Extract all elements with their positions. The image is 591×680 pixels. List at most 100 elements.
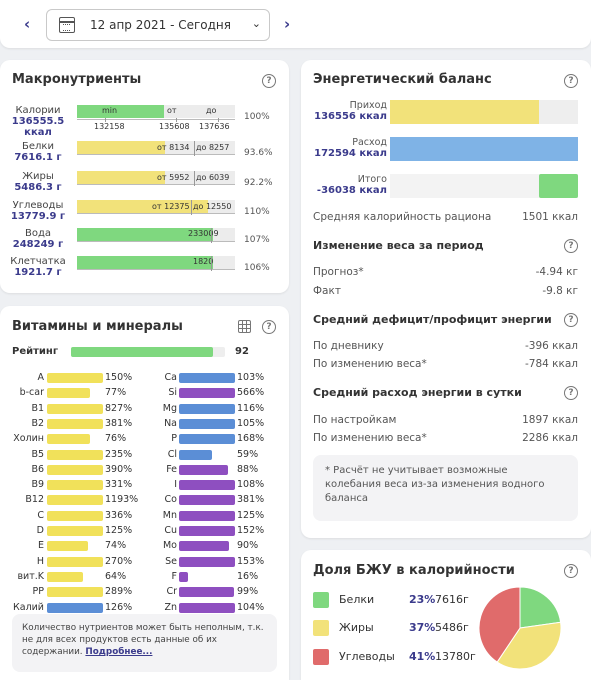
rating-bar-fill [71, 347, 213, 357]
macro-percent: 106% [244, 263, 270, 273]
mineral-bar [179, 418, 235, 429]
mineral-name: Na [164, 417, 177, 429]
macro-tick [105, 118, 106, 122]
help-icon[interactable]: ? [564, 564, 578, 578]
total-label: Итого -36038 ккал [309, 174, 387, 196]
vitamin-name: B2 [31, 417, 44, 429]
income-label-text: Приход [349, 100, 387, 111]
mineral-value: 90% [237, 540, 259, 552]
macro-label-5: Клетчатка 1921.7 г [4, 256, 72, 278]
macro-value: 13779.9 г [10, 211, 66, 222]
vitamins-title: Витамины и минералы [12, 319, 183, 334]
help-icon[interactable]: ? [564, 313, 578, 327]
mineral-value: 104% [237, 601, 265, 613]
help-icon[interactable]: ? [262, 74, 276, 88]
vitamins-minerals-card: Витамины и минералы ? Рейтинг 92 A 150% b-… [0, 306, 289, 680]
macro-range-tick [191, 200, 192, 215]
vitamin-bar [47, 434, 90, 445]
macro-from-label: от 5952 [157, 173, 190, 182]
macro-bar-fill [77, 200, 209, 213]
macro-value: 1921.7 г [14, 267, 62, 278]
vitamin-name: B6 [31, 463, 44, 475]
vitamin-bar [47, 480, 103, 491]
macro-percent: 92.2% [244, 178, 273, 188]
macro-bar [77, 228, 235, 241]
macro-bar-fill [77, 105, 164, 118]
macro-value: 248249 г [12, 239, 64, 250]
vitamin-name: E [37, 540, 44, 552]
mineral-value: 99% [237, 586, 259, 598]
vitamin-value: 74% [105, 540, 127, 552]
table-view-icon[interactable] [238, 320, 251, 333]
mineral-value: 116% [237, 402, 265, 414]
help-icon[interactable]: ? [564, 239, 578, 253]
mineral-name: Fe [166, 463, 177, 475]
mineral-bar [179, 403, 235, 414]
by-weight-label: По изменению веса* [313, 358, 427, 370]
mineral-bar [179, 373, 235, 383]
legend-percent: 23% [409, 593, 436, 606]
vitamin-bar [47, 403, 103, 414]
vitamin-value: 125% [105, 525, 133, 536]
vitamin-value: 336% [105, 509, 133, 521]
total-bar [390, 174, 578, 198]
macro-bar [77, 256, 235, 269]
help-icon[interactable]: ? [262, 320, 276, 334]
macro-target-tick [211, 256, 212, 271]
macro-percent: 100% [244, 112, 270, 122]
macro-from-label: от 12375 [152, 202, 190, 211]
macro-tick-label: 137636 [199, 122, 230, 131]
mineral-bar [179, 571, 188, 582]
vitamin-name: Холин [13, 433, 44, 445]
expense-bar-fill [390, 137, 578, 161]
mineral-name: F [171, 570, 177, 582]
legend-grams: 7616г [435, 593, 469, 606]
date-selector[interactable]: 12 апр 2021 - Сегодня ⌄ [46, 9, 270, 41]
legend-name: Углеводы [339, 650, 395, 663]
macro-label-1: Белки 7616.1 г [4, 141, 72, 163]
mineral-value: 103% [237, 372, 265, 383]
macro-share-card: Доля БЖУ в калорийности ? Белки 23% 7616г Ж… [301, 550, 591, 680]
vitamin-bar [47, 541, 89, 552]
mineral-value: 105% [237, 417, 265, 429]
by-diary-value: -396 ккал [525, 340, 578, 352]
help-icon[interactable]: ? [564, 74, 578, 88]
vitamin-value: 76% [105, 433, 127, 445]
expense-label-text: Расход [352, 137, 387, 148]
prev-day-button[interactable]: ‹ [24, 15, 31, 33]
more-link[interactable]: Подробнее... [85, 647, 153, 657]
vitamin-name: B5 [31, 448, 44, 460]
calendar-icon [59, 17, 75, 33]
legend-swatch [313, 649, 329, 665]
by-weight-value: -784 ккал [525, 358, 578, 370]
forecast-label: Прогноз* [313, 266, 364, 278]
mineral-name: Cu [164, 525, 177, 536]
income-value: 136556 ккал [314, 111, 387, 122]
help-icon[interactable]: ? [564, 386, 578, 400]
macro-range-tick [194, 171, 195, 186]
rating-label: Рейтинг [12, 346, 59, 357]
vitamin-bar [47, 373, 103, 383]
mineral-name: Mo [162, 540, 177, 552]
mineral-value: 88% [237, 463, 259, 475]
macro-to-label: до 8257 [196, 143, 230, 152]
next-day-button[interactable]: › [284, 15, 291, 33]
mineral-bar [179, 602, 235, 613]
vitamin-name: PP [32, 586, 44, 598]
macro-from-label: от 8134 [157, 143, 190, 152]
avg-calorie-label: Средняя калорийность рациона [313, 211, 492, 223]
mineral-value: 381% [237, 494, 265, 506]
vitamin-name: A [37, 372, 45, 383]
macro-bar-fill [77, 171, 166, 184]
macro-bar-fill [77, 256, 213, 269]
macro-label-0: Калории 136555.5 ккал [4, 105, 72, 138]
macro-label-2: Жиры 5486.3 г [4, 171, 72, 193]
macro-value: 5486.3 г [14, 182, 62, 193]
legend-percent: 41% [409, 650, 436, 663]
legend-grams: 13780г [435, 650, 476, 663]
macro-name: Вода [24, 228, 52, 239]
fact-value: -9.8 кг [542, 285, 578, 297]
vitamins-note: Количество нутриентов может быть неполны… [12, 614, 277, 672]
vitamin-value: 331% [105, 479, 133, 491]
macro-header-min: min [102, 106, 118, 115]
